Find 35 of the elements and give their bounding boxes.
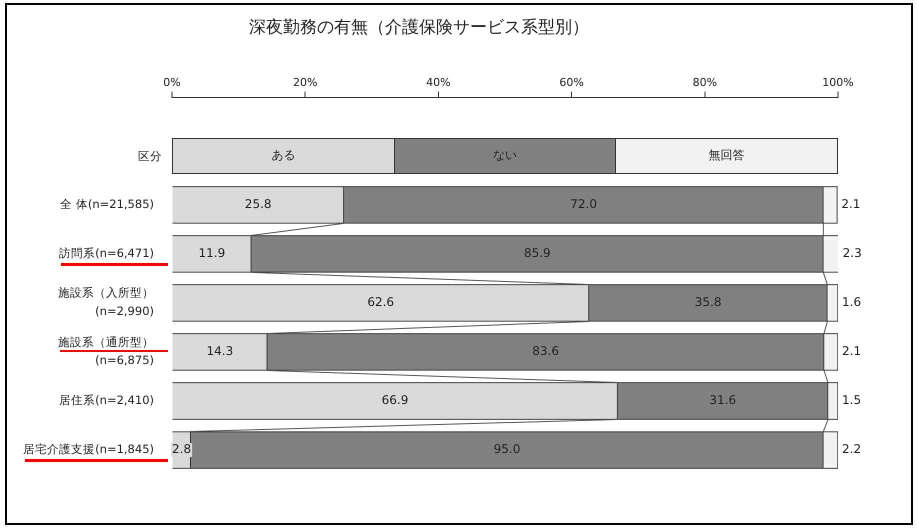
data-label: 14.3 [206,344,234,358]
x2-tick-label: 80% [692,76,718,89]
x2-tick-label: 100% [822,76,854,89]
data-label: 31.6 [709,393,736,408]
y-tick-label: 訪問系(n=6,471) [59,246,154,260]
data-label: 1.5 [842,393,862,408]
data-label: 2.1 [841,197,860,212]
data-label: 2.8 [172,442,192,456]
x2-tick-label: 20% [292,76,318,89]
data-label: 2.1 [842,344,862,358]
data-label: 85.9 [524,246,551,260]
data-label: 1.6 [842,295,862,310]
data-label: 72.0 [570,197,597,212]
data-label: 83.6 [532,344,559,358]
y-tick-label: 施設系（入所型） (n=2,990) [58,286,154,318]
y-tick-label: 施設系（通所型） (n=6,875) [58,334,154,368]
y-tick-label: 居住系(n=2,410) [59,392,154,407]
data-label: 35.8 [694,295,722,310]
text: 無回答 [708,147,745,164]
x2-tick-label: 0% [163,76,181,89]
data-label: 2.3 [842,246,862,260]
data-label: 62.6 [367,295,394,310]
chart-title: 深夜勤務の有無（介護保険サービス系型別） [249,18,589,38]
data-label: 2.2 [842,442,862,456]
text: ある [271,147,296,164]
data-label: 95.0 [494,442,520,456]
x2-tick-label: 60% [559,76,584,89]
legend-title: 区分 [137,148,162,165]
x2-tick-label: 40% [426,76,451,89]
y-tick-label: 居宅介護支援(n=1,845) [23,442,154,456]
data-label: 66.9 [382,393,408,408]
data-label: 25.8 [244,197,272,212]
text: ない [493,147,517,164]
y-tick-label: 全 体(n=21,585) [60,196,154,211]
data-label: 11.9 [198,246,226,260]
